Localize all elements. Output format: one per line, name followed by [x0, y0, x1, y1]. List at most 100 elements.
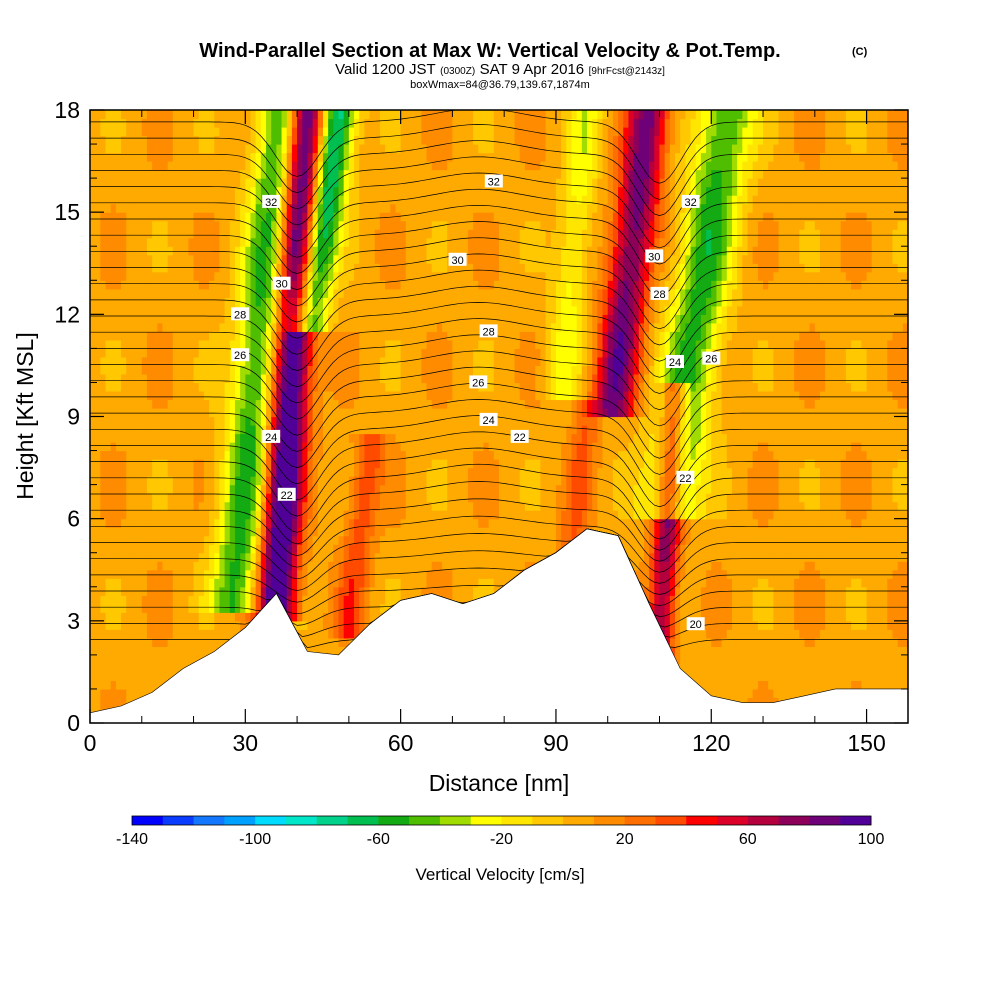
velocity-cell: [157, 254, 164, 264]
velocity-cell: [188, 654, 195, 664]
velocity-cell: [126, 169, 133, 179]
velocity-cell: [369, 356, 376, 367]
velocity-cell: [219, 373, 226, 384]
velocity-cell: [364, 561, 371, 571]
velocity-cell: [178, 144, 184, 154]
velocity-cell: [266, 425, 272, 435]
velocity-cell: [126, 629, 133, 639]
velocity-cell: [136, 467, 143, 477]
velocity-cell: [146, 518, 153, 528]
velocity-cell: [136, 561, 143, 571]
velocity-cell: [198, 169, 205, 179]
velocity-cell: [369, 118, 376, 128]
velocity-cell: [234, 161, 241, 171]
velocity-cell: [224, 399, 231, 409]
velocity-cell: [250, 297, 257, 307]
velocity-cell: [307, 220, 314, 230]
velocity-cell: [354, 476, 360, 486]
velocity-cell: [90, 578, 96, 588]
velocity-cell: [105, 561, 112, 571]
velocity-cell: [354, 595, 360, 605]
velocity-cell: [281, 127, 288, 137]
velocity-cell: [240, 127, 246, 137]
velocity-cell: [436, 544, 443, 554]
velocity-cell: [255, 195, 262, 205]
velocity-cell: [90, 663, 96, 673]
velocity-cell: [100, 484, 107, 494]
velocity-cell: [385, 399, 391, 409]
velocity-cell: [219, 535, 226, 545]
velocity-cell: [152, 203, 158, 213]
velocity-cell: [286, 118, 293, 128]
velocity-cell: [317, 552, 324, 562]
velocity-cell: [410, 195, 417, 205]
velocity-cell: [322, 263, 329, 273]
velocity-cell: [146, 118, 153, 128]
velocity-cell: [260, 484, 267, 494]
velocity-cell: [260, 331, 267, 341]
velocity-cell: [162, 169, 169, 179]
velocity-cell: [317, 331, 324, 341]
velocity-cell: [255, 246, 262, 256]
velocity-cell: [198, 229, 205, 239]
velocity-cell: [219, 220, 226, 230]
velocity-cell: [436, 178, 443, 188]
velocity-cell: [333, 152, 340, 162]
velocity-cell: [348, 246, 355, 256]
velocity-cell: [297, 390, 303, 401]
velocity-cell: [322, 314, 329, 324]
velocity-cell: [333, 314, 340, 324]
velocity-cell: [240, 620, 246, 630]
velocity-cell: [209, 518, 215, 528]
velocity-cell: [131, 671, 138, 682]
velocity-cell: [426, 152, 433, 162]
velocity-cell: [95, 646, 101, 656]
velocity-cell: [146, 407, 153, 418]
velocity-cell: [317, 169, 324, 179]
velocity-cell: [90, 161, 96, 171]
velocity-cell: [193, 535, 200, 545]
velocity-cell: [172, 356, 179, 367]
velocity-cell: [322, 178, 329, 188]
velocity-cell: [121, 399, 127, 409]
velocity-cell: [286, 178, 293, 188]
velocity-cell: [369, 280, 376, 290]
velocity-cell: [136, 152, 143, 162]
velocity-cell: [178, 450, 184, 460]
velocity-cell: [426, 220, 433, 230]
velocity-cell: [146, 339, 153, 349]
velocity-cell: [115, 390, 122, 401]
velocity-cell: [219, 186, 226, 196]
velocity-cell: [369, 552, 376, 562]
velocity-cell: [302, 246, 309, 256]
velocity-cell: [416, 178, 422, 188]
velocity-cell: [338, 442, 345, 452]
velocity-cell: [90, 127, 96, 137]
velocity-cell: [188, 331, 195, 341]
velocity-cell: [255, 518, 262, 528]
velocity-cell: [152, 322, 158, 332]
velocity-cell: [255, 110, 262, 120]
velocity-cell: [193, 169, 200, 179]
velocity-cell: [297, 629, 303, 639]
velocity-cell: [291, 152, 298, 162]
velocity-cell: [245, 544, 252, 554]
velocity-cell: [214, 356, 221, 367]
velocity-cell: [317, 459, 324, 469]
velocity-cell: [90, 348, 96, 358]
velocity-cell: [234, 535, 241, 545]
velocity-cell: [172, 433, 179, 443]
velocity-cell: [100, 169, 107, 179]
velocity-cell: [157, 544, 164, 554]
velocity-cell: [136, 382, 143, 392]
velocity-cell: [302, 220, 309, 230]
velocity-cell: [442, 476, 448, 486]
velocity-cell: [322, 127, 329, 137]
velocity-cell: [126, 322, 133, 332]
velocity-cell: [302, 527, 309, 537]
velocity-cell: [379, 186, 386, 196]
velocity-cell: [193, 314, 200, 324]
velocity-cell: [188, 237, 195, 247]
velocity-cell: [110, 314, 117, 324]
velocity-cell: [416, 246, 422, 256]
